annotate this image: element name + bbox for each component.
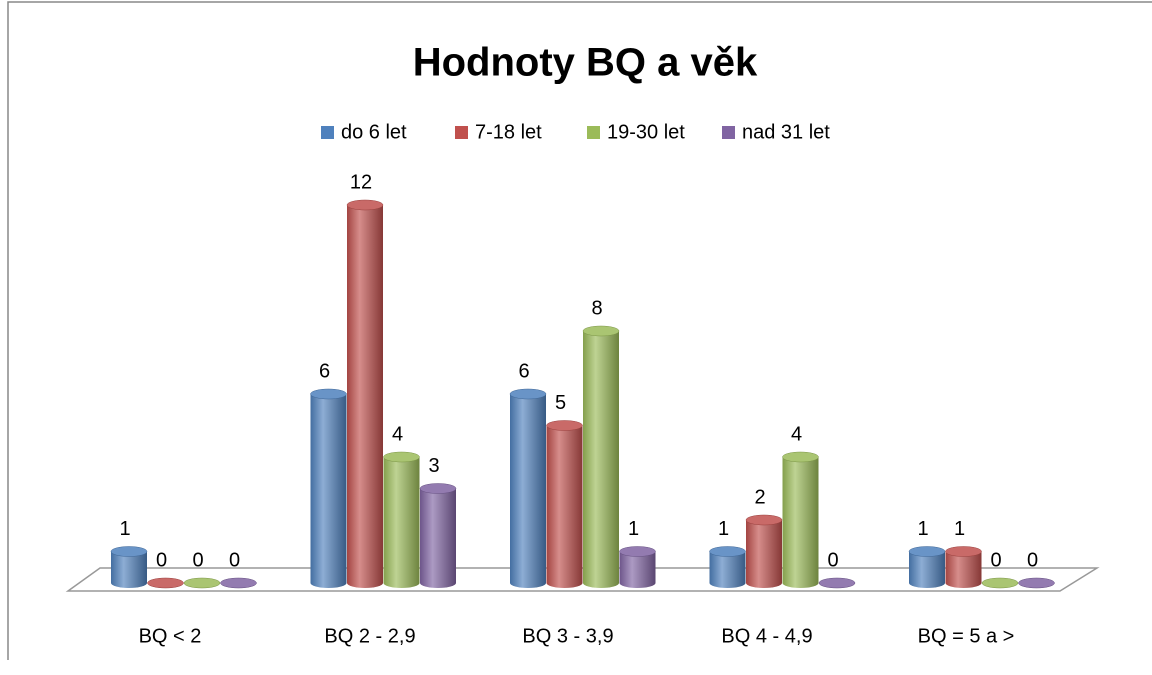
bar xyxy=(310,394,347,588)
legend-label: do 6 let xyxy=(341,121,407,143)
bar-top xyxy=(346,199,384,211)
bar xyxy=(510,394,546,588)
data-label: 1 xyxy=(954,518,965,540)
bar-top xyxy=(945,546,982,557)
bar-top xyxy=(1018,577,1055,589)
data-label: 0 xyxy=(1027,549,1038,571)
bar xyxy=(909,551,945,588)
bar-top xyxy=(981,577,1019,589)
bar-top xyxy=(220,577,257,589)
bar xyxy=(347,205,383,588)
legend-label: 7-18 let xyxy=(475,121,542,143)
legend-swatch xyxy=(455,126,468,139)
bar-top xyxy=(745,514,783,526)
bar-top xyxy=(310,388,347,400)
bar-top xyxy=(709,546,746,557)
bar-top xyxy=(419,483,457,494)
bar-top xyxy=(110,546,148,557)
bar xyxy=(383,457,420,588)
bar xyxy=(746,520,782,588)
data-label: 8 xyxy=(591,297,602,319)
data-label: 4 xyxy=(392,423,403,445)
bar xyxy=(420,488,456,588)
bar-top xyxy=(183,577,221,589)
data-label: 6 xyxy=(518,360,529,382)
bar-top xyxy=(582,325,620,337)
bar-top xyxy=(509,388,547,400)
bar xyxy=(782,457,819,588)
data-label: 1 xyxy=(119,518,130,540)
bar xyxy=(709,551,746,588)
legend-swatch xyxy=(722,126,735,139)
data-label: 0 xyxy=(827,549,838,571)
bar xyxy=(111,551,147,588)
data-label: 2 xyxy=(754,486,765,508)
data-label: 0 xyxy=(229,549,240,571)
legend-label: nad 31 let xyxy=(742,121,830,143)
data-label: 0 xyxy=(156,549,167,571)
bar-top xyxy=(782,451,819,463)
bar xyxy=(619,551,656,588)
legend-label: 19-30 let xyxy=(607,121,685,143)
bar-top xyxy=(147,577,184,589)
x-tick-label: BQ 4 - 4,9 xyxy=(721,625,812,647)
data-label: 12 xyxy=(350,171,372,193)
bar xyxy=(546,425,583,588)
legend-swatch xyxy=(587,126,600,139)
x-tick-label: BQ = 5 a > xyxy=(918,625,1015,647)
bar-top xyxy=(546,420,583,431)
data-label: 3 xyxy=(428,455,439,477)
bar-top xyxy=(383,451,420,463)
data-label: 1 xyxy=(917,518,928,540)
data-label: 0 xyxy=(990,549,1001,571)
data-label: 6 xyxy=(319,360,330,382)
data-label: 5 xyxy=(555,392,566,414)
x-tick-label: BQ < 2 xyxy=(139,625,202,647)
bar-top xyxy=(818,577,856,589)
data-label: 1 xyxy=(628,518,639,540)
x-tick-label: BQ 2 - 2,9 xyxy=(324,625,415,647)
legend-swatch xyxy=(321,126,334,139)
data-label: 0 xyxy=(192,549,203,571)
x-tick-label: BQ 3 - 3,9 xyxy=(522,625,613,647)
chart-frame xyxy=(7,1,1152,660)
chart-title: Hodnoty BQ a věk xyxy=(413,41,758,85)
data-label: 1 xyxy=(718,518,729,540)
bar xyxy=(945,551,982,588)
bar-top xyxy=(908,546,946,557)
data-label: 4 xyxy=(791,423,802,445)
bar-top xyxy=(619,546,656,557)
bar xyxy=(583,331,619,588)
